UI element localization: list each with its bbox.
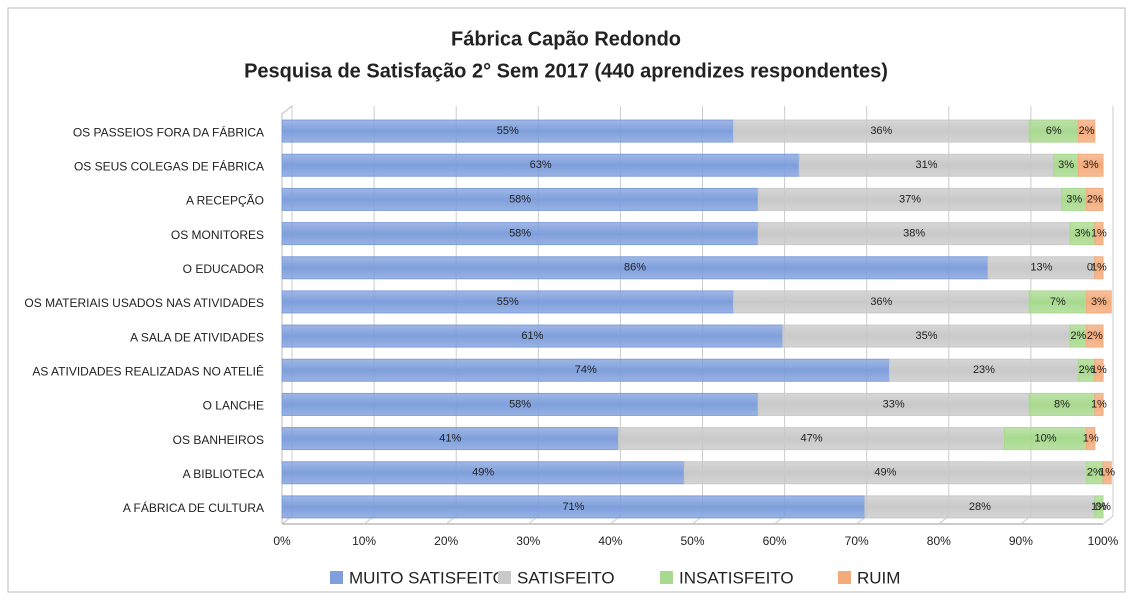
bar-segment (1094, 358, 1104, 382)
legend-swatch (498, 571, 511, 584)
data-label: 8% (1054, 398, 1070, 410)
chart-title: Fábrica Capão Redondo (451, 28, 681, 50)
bar-segment (1102, 461, 1112, 485)
data-label: 49% (472, 467, 494, 479)
bar-segment (1086, 290, 1112, 314)
legend-swatch (330, 571, 343, 584)
data-label: 3% (1083, 159, 1099, 171)
x-tick-label: 30% (516, 534, 540, 548)
y-tick-label: OS BANHEIROS (173, 433, 264, 447)
data-label: 37% (899, 193, 921, 205)
data-label: 61% (521, 330, 543, 342)
data-label: 1% (1099, 467, 1115, 479)
y-tick-label: OS MONITORES (171, 228, 264, 242)
legend-swatch (660, 571, 673, 584)
data-label: 2% (1087, 193, 1103, 205)
y-tick-label: A RECEPÇÃO (186, 194, 264, 208)
bar-segment (1094, 495, 1104, 519)
data-label: 36% (870, 125, 892, 137)
y-tick-label: OS MATERIAIS USADOS NAS ATIVIDADES (24, 296, 264, 310)
x-tick-label: 100% (1088, 534, 1119, 548)
data-label: 1% (1091, 364, 1107, 376)
x-tick-label: 70% (845, 534, 869, 548)
x-tick-label: 40% (598, 534, 622, 548)
data-label: 6% (1046, 125, 1062, 137)
data-label: 33% (883, 398, 905, 410)
data-label: 38% (903, 227, 925, 239)
y-tick-label: A SALA DE ATIVIDADES (130, 330, 264, 344)
data-label: 49% (874, 467, 896, 479)
bar-segment (1077, 153, 1104, 177)
grid-line (1102, 106, 1114, 525)
legend-label: INSATISFEITO (679, 568, 794, 587)
bar-segment (1086, 427, 1096, 451)
data-label: 23% (973, 364, 995, 376)
y-tick-label: O LANCHE (203, 399, 264, 413)
data-label: 86% (624, 262, 646, 274)
data-label: 2% (1087, 330, 1103, 342)
y-tick-label: A FÁBRICA DE CULTURA (123, 500, 264, 515)
bar-segment (1086, 187, 1104, 211)
data-label: 55% (497, 125, 519, 137)
data-label: 1% (1091, 398, 1107, 410)
data-label: 2% (1079, 125, 1095, 137)
y-tick-label: AS ATIVIDADES REALIZADAS NO ATELIÊ (32, 363, 264, 378)
data-label: 55% (497, 296, 519, 308)
data-label: 10% (1035, 432, 1057, 444)
data-label: 71% (562, 501, 584, 513)
data-label: 31% (915, 159, 937, 171)
data-label: 2% (1087, 467, 1103, 479)
x-tick-label: 10% (352, 534, 376, 548)
y-tick-label: OS PASSEIOS FORA DA FÁBRICA (73, 124, 264, 139)
data-label: 13% (1030, 262, 1052, 274)
data-label: 58% (509, 227, 531, 239)
bar-segment (1077, 119, 1096, 143)
data-label: 36% (870, 296, 892, 308)
data-label: 74% (575, 364, 597, 376)
data-label: 2% (1070, 330, 1086, 342)
x-tick-label: 90% (1009, 534, 1033, 548)
x-tick-label: 20% (434, 534, 458, 548)
bar-segment (1086, 324, 1104, 348)
data-label: 3% (1058, 159, 1074, 171)
x-tick-label: 80% (927, 534, 951, 548)
data-label: 58% (509, 193, 531, 205)
legend-label: SATISFEITO (517, 568, 615, 587)
chart-subtitle: Pesquisa de Satisfação 2° Sem 2017 (440 … (244, 60, 888, 82)
bar-segment (1094, 256, 1104, 280)
data-label: 7% (1050, 296, 1066, 308)
data-label: 1% (1091, 501, 1107, 513)
data-label: 35% (915, 330, 937, 342)
data-label: 3% (1091, 296, 1107, 308)
data-label: 0% (1095, 501, 1111, 513)
data-label: 1% (1091, 262, 1107, 274)
data-label: 3% (1066, 193, 1082, 205)
bar-segment (1094, 222, 1104, 246)
data-label: 58% (509, 398, 531, 410)
legend-swatch (838, 571, 851, 584)
legend-label: MUITO SATISFEITO (349, 568, 506, 587)
y-tick-label: OS SEUS COLEGAS DE FÁBRICA (74, 158, 264, 173)
data-label: 3% (1075, 227, 1091, 239)
data-label: 1% (1083, 432, 1099, 444)
data-label: 2% (1079, 364, 1095, 376)
y-tick-label: O EDUCADOR (183, 262, 265, 276)
data-label: 28% (969, 501, 991, 513)
x-tick-label: 0% (273, 534, 291, 548)
x-tick-label: 60% (763, 534, 787, 548)
legend-label: RUIM (857, 568, 900, 587)
bar-segment (1094, 392, 1104, 416)
data-label: 41% (439, 432, 461, 444)
x-tick-label: 50% (680, 534, 704, 548)
y-tick-label: A BIBLIOTECA (183, 467, 264, 481)
data-label: 47% (801, 432, 823, 444)
data-label: 63% (530, 159, 552, 171)
data-label: 1% (1091, 227, 1107, 239)
